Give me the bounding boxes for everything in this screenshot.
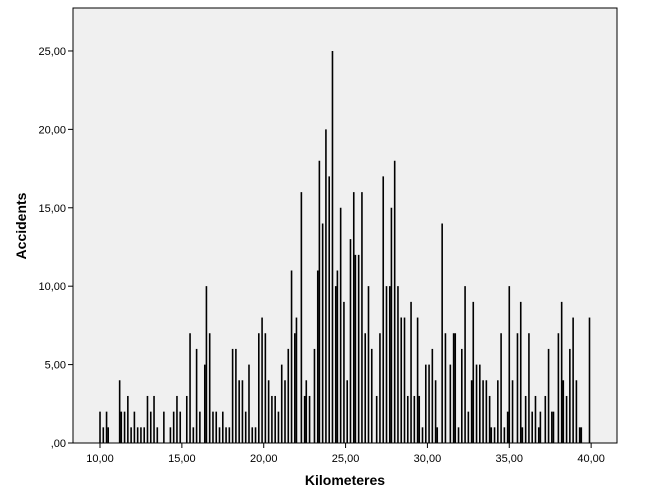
y-tick-label: 5,00 (45, 360, 66, 372)
x-tick-label: 30,00 (414, 453, 442, 465)
x-tick-label: 10,00 (86, 453, 114, 465)
y-tick-label: ,00 (51, 438, 66, 450)
y-axis-title: Accidents (13, 192, 29, 259)
x-tick-label: 15,00 (168, 453, 196, 465)
x-tick-label: 40,00 (577, 453, 605, 465)
x-axis-title: Kilometeres (305, 472, 385, 488)
plot-area (72, 7, 618, 444)
x-tick-label: 25,00 (332, 453, 360, 465)
y-tick-label: 20,00 (38, 124, 66, 136)
y-tick-label: 25,00 (38, 46, 66, 58)
x-tick-label: 35,00 (496, 453, 524, 465)
y-tick-label: 15,00 (38, 203, 66, 215)
x-tick-label: 20,00 (250, 453, 278, 465)
y-tick-label: 10,00 (38, 281, 66, 293)
